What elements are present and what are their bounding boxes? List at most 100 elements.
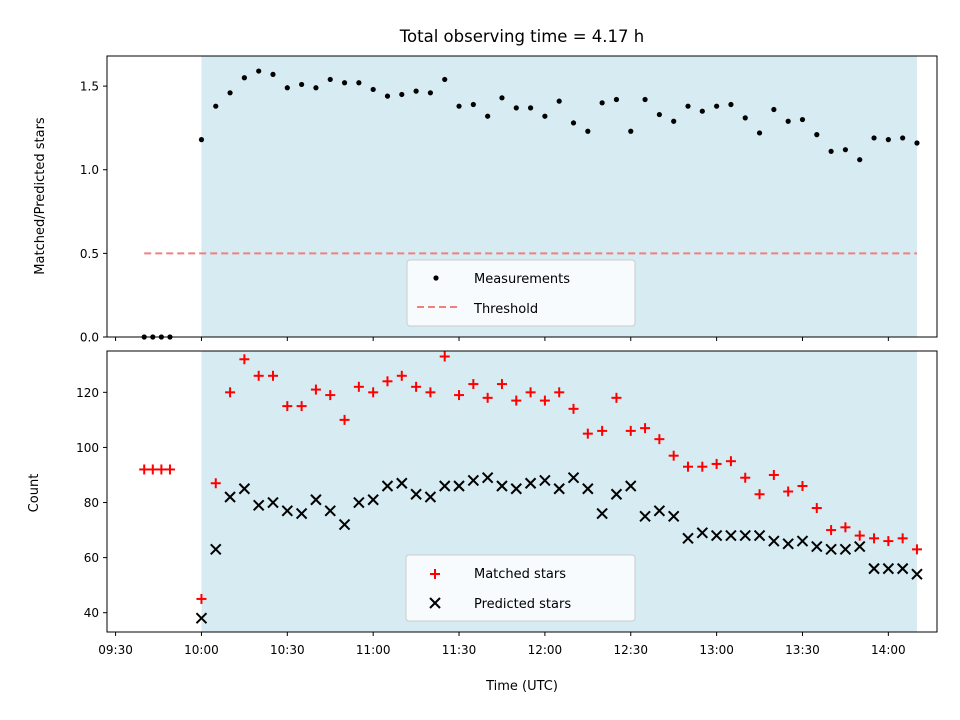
matched-star-point (768, 469, 779, 480)
matched-star-point (554, 387, 565, 398)
predicted-star-point (467, 474, 480, 487)
x-tick-label: 13:30 (785, 643, 820, 657)
matched-star-point (425, 387, 436, 398)
matched-star-point (268, 370, 278, 381)
top-legend-box (406, 259, 636, 327)
matched-star-point (239, 354, 250, 365)
x-tick-label: 12:00 (528, 643, 563, 657)
predicted-star-point (768, 535, 780, 547)
matched-star-point (525, 387, 536, 398)
measurement-point (900, 135, 906, 141)
measurement-point (399, 91, 405, 98)
measurement-point (198, 137, 205, 143)
predicted-star-point (224, 491, 236, 503)
matched-star-point (156, 464, 167, 475)
measurement-point (871, 135, 877, 141)
bottom-y-axis-label: Count (27, 474, 42, 513)
measurement-point (413, 88, 419, 94)
predicted-star-point (854, 540, 866, 553)
top-axes: 0.0 0.5 1.0 1.5 Matched/Predicted stars Mea… (33, 55, 938, 345)
measurement-point (284, 85, 290, 91)
y-tick-label: 80 (84, 496, 99, 510)
measurement-point (599, 100, 605, 106)
matched-star-point (625, 425, 636, 436)
matched-star-point (754, 489, 765, 500)
matched-star-point (296, 401, 307, 412)
measurement-point (699, 108, 705, 114)
matched-star-point (539, 395, 550, 406)
x-tick-label: 10:30 (270, 643, 305, 657)
measurement-point (685, 103, 691, 109)
legend-matched-marker (430, 569, 440, 579)
matched-stars-points (139, 351, 922, 604)
measurement-point (914, 140, 920, 146)
predicted-star-point (782, 538, 794, 550)
matched-star-point (854, 530, 865, 541)
predicted-star-point (195, 612, 208, 624)
matched-star-point (911, 544, 922, 555)
measurement-point (384, 93, 391, 99)
measurement-point (313, 85, 319, 91)
predicted-star-point (610, 488, 623, 500)
matched-star-point (697, 461, 708, 472)
x-axis-label: Time (UTC) (485, 679, 558, 694)
matched-star-point (711, 458, 722, 469)
measurement-point (542, 113, 548, 119)
y-tick-label: 60 (84, 551, 99, 565)
matched-star-point (883, 536, 894, 547)
x-tick-label: 12:30 (613, 643, 648, 657)
chart-title: Total observing time = 4.17 h (399, 27, 644, 46)
predicted-star-point (582, 483, 594, 495)
measurement-point (799, 116, 806, 123)
matched-star-point (668, 450, 679, 461)
predicted-star-point (481, 472, 494, 484)
measurement-point (370, 86, 376, 93)
legend-measurements-marker (433, 275, 439, 281)
predicted-star-point (811, 540, 823, 553)
predicted-star-point (667, 510, 680, 523)
matched-star-point (396, 370, 407, 381)
measurement-point (527, 105, 534, 111)
measurement-point (857, 157, 863, 163)
matched-star-point (725, 456, 736, 467)
legend-predicted-label: Predicted stars (474, 597, 571, 612)
matched-star-point (568, 403, 579, 414)
measurement-point (241, 75, 247, 81)
y-tick-label: 100 (76, 441, 99, 455)
x-tick-label: 11:00 (356, 643, 391, 657)
top-axes-frame (106, 55, 938, 338)
predicted-star-point (267, 496, 279, 509)
matched-star-point (683, 461, 693, 472)
predicted-star-point (453, 480, 465, 492)
legend-measurements-label: Measurements (474, 272, 570, 287)
bottom-axes: 40 60 80 100 120 09:30 10:00 10:30 11:00 11:30 12… (27, 350, 938, 694)
predicted-star-point (596, 507, 608, 520)
matched-star-point (482, 392, 493, 403)
measurement-point (613, 96, 620, 103)
measurement-point (656, 111, 662, 118)
matched-star-point (411, 381, 422, 392)
predicted-star-point (567, 472, 580, 484)
matched-star-point (368, 387, 379, 398)
matched-star-point (511, 395, 522, 406)
predicted-star-point (839, 543, 852, 556)
measurement-point (742, 115, 748, 121)
measurement-point (771, 106, 777, 113)
measurement-point (427, 90, 434, 96)
measurement-point (728, 101, 734, 108)
matched-star-point (196, 593, 207, 604)
predicted-star-point (796, 535, 809, 547)
predicted-star-point (210, 543, 222, 556)
bottom-axes-frame (106, 350, 938, 633)
predicted-star-point (710, 529, 723, 542)
matched-star-point (582, 428, 593, 439)
predicted-star-point (625, 480, 637, 492)
predicted-star-point (882, 562, 895, 575)
top-legend: Measurements Threshold (406, 259, 636, 327)
legend-threshold-label: Threshold (473, 302, 538, 317)
matched-star-point (597, 425, 608, 436)
measurement-point (256, 68, 262, 74)
matched-star-point (496, 379, 507, 390)
matched-star-point (740, 472, 751, 483)
predicted-star-point (324, 505, 336, 517)
